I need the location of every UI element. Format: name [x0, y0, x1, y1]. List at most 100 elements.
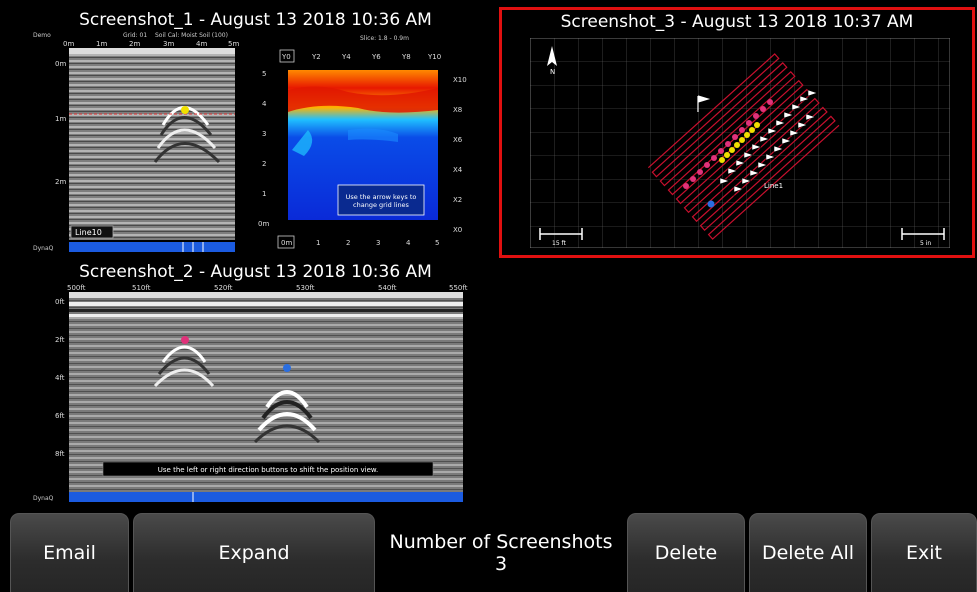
left-tick: 0m	[258, 220, 269, 228]
scale-bar-left	[539, 228, 583, 240]
hint-text: Use the left or right direction buttons …	[158, 466, 378, 474]
right-tick: X6	[453, 136, 463, 144]
delete-all-button-label: Delete All	[761, 542, 855, 564]
bottom-tick: 4	[406, 239, 411, 247]
left-tick: 4	[262, 100, 267, 108]
top-tick: Y2	[311, 53, 321, 61]
y-tick: 2m	[55, 178, 66, 186]
right-tick: X2	[453, 196, 462, 204]
radargram	[69, 54, 235, 240]
screenshot-3-thumbnail[interactable]: Screenshot_3 - August 13 2018 10:37 AM N	[499, 7, 975, 258]
pink-marker-line	[683, 99, 773, 189]
left-tick: 1	[262, 190, 266, 198]
x-tick: 4m	[196, 40, 207, 48]
left-tick: 3	[262, 130, 266, 138]
email-button-label: Email	[43, 542, 96, 564]
blue-marker	[707, 200, 715, 208]
bottom-tick-box	[277, 235, 295, 249]
left-tick: 5	[262, 70, 266, 78]
y-tick: 4ft	[55, 374, 65, 382]
hint-text-2: change grid lines	[353, 201, 410, 209]
bottom-toolbar: Email Expand Number of Screenshots 3 Del…	[0, 511, 977, 592]
line-label: Line1	[764, 182, 783, 190]
bottom-tick: 1	[316, 239, 320, 247]
soil-label: Soil Cal: Moist Soil (100)	[155, 32, 228, 39]
dynaq-bar	[69, 492, 463, 502]
dynaq-label: DynaQ	[33, 495, 54, 502]
scale-label-right: 5 in	[920, 240, 931, 247]
y-tick: 8ft	[55, 450, 65, 458]
x-tick: 0m	[63, 40, 74, 48]
delete-button[interactable]: Delete	[627, 513, 745, 592]
x-tick: 530ft	[296, 284, 315, 292]
screenshot-count: Number of Screenshots 3	[380, 513, 622, 592]
screenshot-2-title: Screenshot_2 - August 13 2018 10:36 AM	[79, 262, 432, 282]
x-tick: 5m	[228, 40, 239, 48]
left-tick: 2	[262, 160, 266, 168]
x-tick: 1m	[96, 40, 107, 48]
dynaq-bar	[69, 242, 235, 252]
north-label: N	[550, 68, 555, 76]
right-tick: X10	[453, 76, 467, 84]
top-tick: Y10	[427, 53, 441, 61]
grid-label: Grid: 01	[123, 32, 147, 39]
delete-button-label: Delete	[654, 542, 718, 564]
delete-all-button[interactable]: Delete All	[749, 513, 867, 592]
flag-cluster	[697, 89, 818, 200]
screenshot-count-value: 3	[494, 552, 508, 575]
top-tick: Y4	[341, 53, 351, 61]
dynaq-label: DynaQ	[33, 245, 54, 252]
gpr-line-view: Demo Grid: 01 Soil Cal: Moist Soil (100)…	[33, 32, 239, 252]
top-tick: Y6	[371, 53, 381, 61]
radargram	[69, 298, 463, 492]
yellow-marker	[181, 106, 189, 114]
screenshot-1-title: Screenshot_1 - August 13 2018 10:36 AM	[79, 10, 432, 30]
x-tick: 500ft	[67, 284, 86, 292]
project-label: Demo	[33, 32, 51, 39]
x-tick: 510ft	[132, 284, 151, 292]
screenshot-1-thumbnail[interactable]: Screenshot_1 - August 13 2018 10:36 AM D…	[33, 8, 478, 258]
scale-label-left: 15 ft	[552, 240, 567, 247]
screenshot-count-label: Number of Screenshots	[389, 530, 613, 553]
y-tick: 1m	[55, 115, 66, 123]
y-tick: 0ft	[55, 298, 65, 306]
blue-marker	[283, 364, 291, 372]
yellow-marker-line	[719, 122, 760, 163]
bottom-tick: 2	[346, 239, 350, 247]
screenshot-2-thumbnail[interactable]: Screenshot_2 - August 13 2018 10:36 AM 5…	[33, 260, 478, 505]
exit-button[interactable]: Exit	[871, 513, 977, 592]
y-tick: 6ft	[55, 412, 65, 420]
top-tick-box	[279, 49, 295, 63]
right-tick: X8	[453, 106, 462, 114]
top-tick: Y0	[281, 53, 291, 61]
slice-range-label: Slice: 1.8 - 0.9m	[360, 35, 409, 42]
x-tick: 520ft	[214, 284, 233, 292]
line-label-box	[70, 225, 114, 239]
map-grid	[530, 38, 950, 248]
screenshot-3-title: Screenshot_3 - August 13 2018 10:37 AM	[560, 12, 914, 32]
y-tick: 0m	[55, 60, 66, 68]
line-label: Line10	[75, 228, 102, 237]
x-tick: 540ft	[378, 284, 397, 292]
x-tick: 550ft	[449, 284, 468, 292]
hint-text-1: Use the arrow keys to	[346, 193, 417, 201]
expand-button-label: Expand	[218, 542, 290, 564]
bottom-tick: 5	[435, 239, 439, 247]
survey-path	[647, 53, 840, 240]
ruler	[69, 292, 463, 298]
north-arrow-icon	[547, 46, 557, 66]
hint-box	[337, 184, 425, 216]
ruler	[69, 48, 235, 54]
x-tick: 3m	[163, 40, 174, 48]
hint-box	[102, 461, 434, 477]
x-tick: 2m	[129, 40, 140, 48]
top-tick: Y8	[401, 53, 411, 61]
y-tick: 2ft	[55, 336, 65, 344]
depth-slice-view: Slice: 1.8 - 0.9m Slice: 1.8 - 0.9m Y0 Y…	[258, 35, 467, 249]
bottom-tick: 0m	[281, 239, 292, 247]
expand-button[interactable]: Expand	[133, 513, 375, 592]
gpr-line-view-2: 500ft 510ft 520ft 530ft 540ft 550ft 0ft …	[33, 284, 468, 502]
site-map-view: N	[530, 38, 950, 248]
pink-marker	[181, 336, 189, 344]
email-button[interactable]: Email	[10, 513, 129, 592]
